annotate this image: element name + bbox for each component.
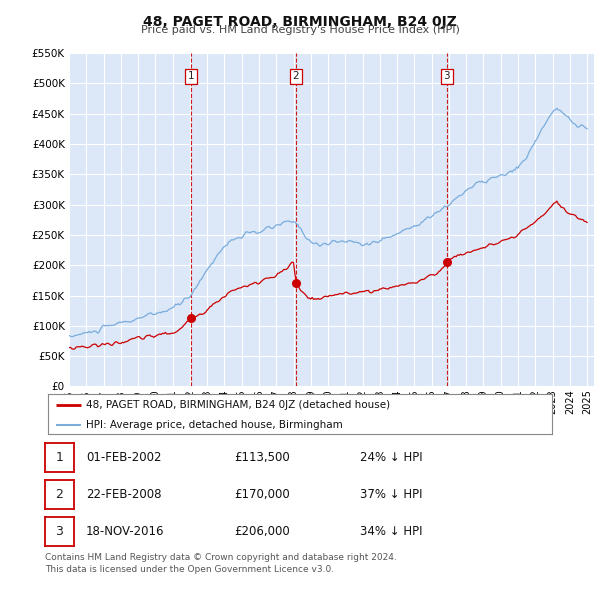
- Text: 34% ↓ HPI: 34% ↓ HPI: [360, 525, 422, 538]
- Text: 3: 3: [443, 71, 450, 81]
- Text: £206,000: £206,000: [234, 525, 290, 538]
- Text: 2: 2: [55, 488, 64, 501]
- Text: 3: 3: [55, 525, 64, 538]
- Text: 18-NOV-2016: 18-NOV-2016: [86, 525, 164, 538]
- Text: 37% ↓ HPI: 37% ↓ HPI: [360, 488, 422, 501]
- Text: £170,000: £170,000: [234, 488, 290, 501]
- Text: 2: 2: [293, 71, 299, 81]
- Text: £113,500: £113,500: [234, 451, 290, 464]
- Text: 22-FEB-2008: 22-FEB-2008: [86, 488, 161, 501]
- Text: Contains HM Land Registry data © Crown copyright and database right 2024.
This d: Contains HM Land Registry data © Crown c…: [45, 553, 397, 574]
- Text: 1: 1: [55, 451, 64, 464]
- Text: 1: 1: [188, 71, 194, 81]
- Text: 24% ↓ HPI: 24% ↓ HPI: [360, 451, 422, 464]
- Text: 01-FEB-2002: 01-FEB-2002: [86, 451, 161, 464]
- Text: 48, PAGET ROAD, BIRMINGHAM, B24 0JZ: 48, PAGET ROAD, BIRMINGHAM, B24 0JZ: [143, 15, 457, 29]
- Text: HPI: Average price, detached house, Birmingham: HPI: Average price, detached house, Birm…: [86, 420, 343, 430]
- Text: Price paid vs. HM Land Registry's House Price Index (HPI): Price paid vs. HM Land Registry's House …: [140, 25, 460, 35]
- Text: 48, PAGET ROAD, BIRMINGHAM, B24 0JZ (detached house): 48, PAGET ROAD, BIRMINGHAM, B24 0JZ (det…: [86, 400, 390, 410]
